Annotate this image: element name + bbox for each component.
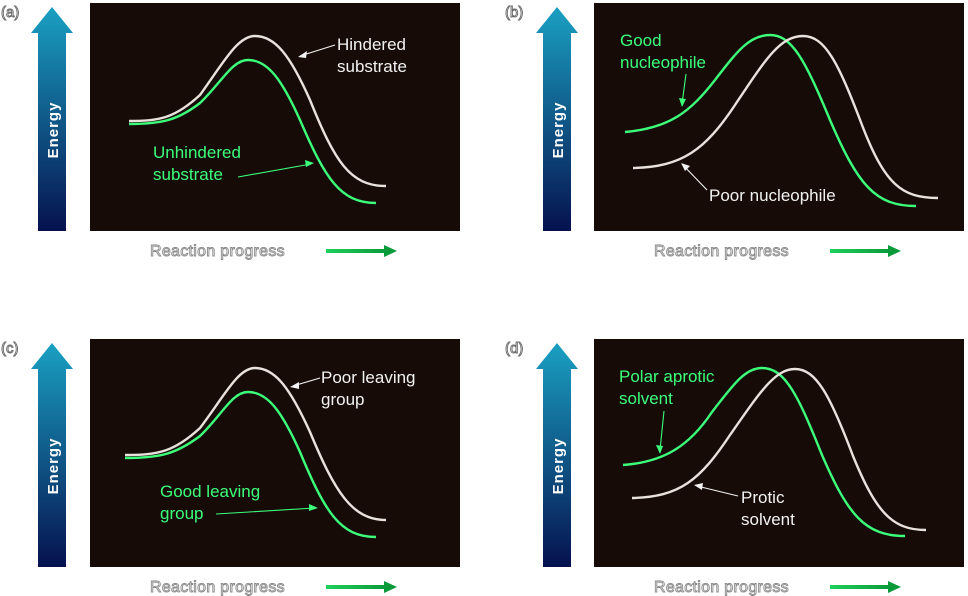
energy-axis-label: Energy — [45, 438, 62, 495]
pointer-arrowhead — [679, 98, 686, 107]
panel-letter: (b) — [505, 4, 523, 21]
pointer-arrowhead — [305, 160, 314, 167]
energy-axis-arrow: Energy — [31, 7, 73, 231]
polar-aprotic-label: Polar aprotic solvent — [619, 367, 719, 408]
hindered-curve — [128, 34, 387, 188]
energy-axis-arrow: Energy — [536, 343, 578, 567]
poor-leaving-group-curve — [124, 366, 387, 522]
energy-axis-label: Energy — [550, 102, 567, 159]
pointer-arrowhead — [309, 504, 318, 511]
unhindered-label: Unhindered substrate — [153, 143, 246, 184]
panel-a: (a) Energy Hindered substrate Unhindered… — [1, 3, 460, 260]
pointer-arrowhead — [656, 445, 663, 454]
pointer-arrowhead — [681, 163, 690, 171]
pointer-line — [659, 410, 665, 451]
plot-area — [594, 339, 964, 567]
protic-curve — [631, 367, 927, 532]
energy-axis-arrow: Energy — [536, 7, 578, 231]
energy-axis-label: Energy — [45, 102, 62, 159]
plot-area — [594, 3, 964, 231]
poor-nucleophile-curve — [632, 34, 939, 200]
good-nucleophile-curve — [624, 33, 917, 208]
reaction-progress-label: Reaction progress — [654, 243, 789, 260]
pointer-arrowhead — [694, 483, 703, 490]
plot-area — [90, 3, 460, 231]
panel-d: (d) Energy Polar aprotic solvent Protic … — [505, 339, 964, 596]
pointer-arrowhead — [298, 51, 307, 58]
pointer-line — [696, 485, 739, 497]
good-nucleophile-label: Good nucleophile — [620, 31, 706, 72]
reaction-progress-label: Reaction progress — [150, 243, 285, 260]
reaction-progress-label: Reaction progress — [150, 579, 285, 596]
pointer-arrowhead — [290, 382, 299, 389]
progress-arrow — [830, 245, 901, 257]
polar-aprotic-curve — [622, 366, 906, 538]
panel-letter: (c) — [1, 340, 19, 357]
progress-arrow — [830, 581, 901, 593]
energy-axis-arrow: Energy — [31, 343, 73, 567]
energy-axis-label: Energy — [550, 438, 567, 495]
good-leaving-group-label: Good leaving group — [160, 482, 265, 523]
panel-c: (c) Energy Poor leaving group Good leavi… — [1, 339, 460, 596]
panel-b: (b) Energy Good nucleophile Poor nucleop… — [505, 3, 964, 260]
panel-letter: (d) — [505, 340, 523, 357]
protic-solvent-label: Protic solvent — [741, 488, 795, 529]
pointer-line — [215, 507, 316, 515]
progress-arrow — [326, 581, 397, 593]
unhindered-curve — [128, 58, 377, 205]
reaction-progress-label: Reaction progress — [654, 579, 789, 596]
pointer-line — [237, 163, 312, 178]
pointer-line — [682, 164, 708, 191]
panel-letter: (a) — [1, 4, 19, 21]
progress-arrow — [326, 245, 397, 257]
poor-leaving-group-label: Poor leaving group — [321, 368, 420, 409]
good-leaving-group-curve — [124, 390, 377, 539]
hindered-label: Hindered substrate — [337, 35, 411, 76]
poor-nucleophile-label: Poor nucleophile — [709, 186, 836, 205]
